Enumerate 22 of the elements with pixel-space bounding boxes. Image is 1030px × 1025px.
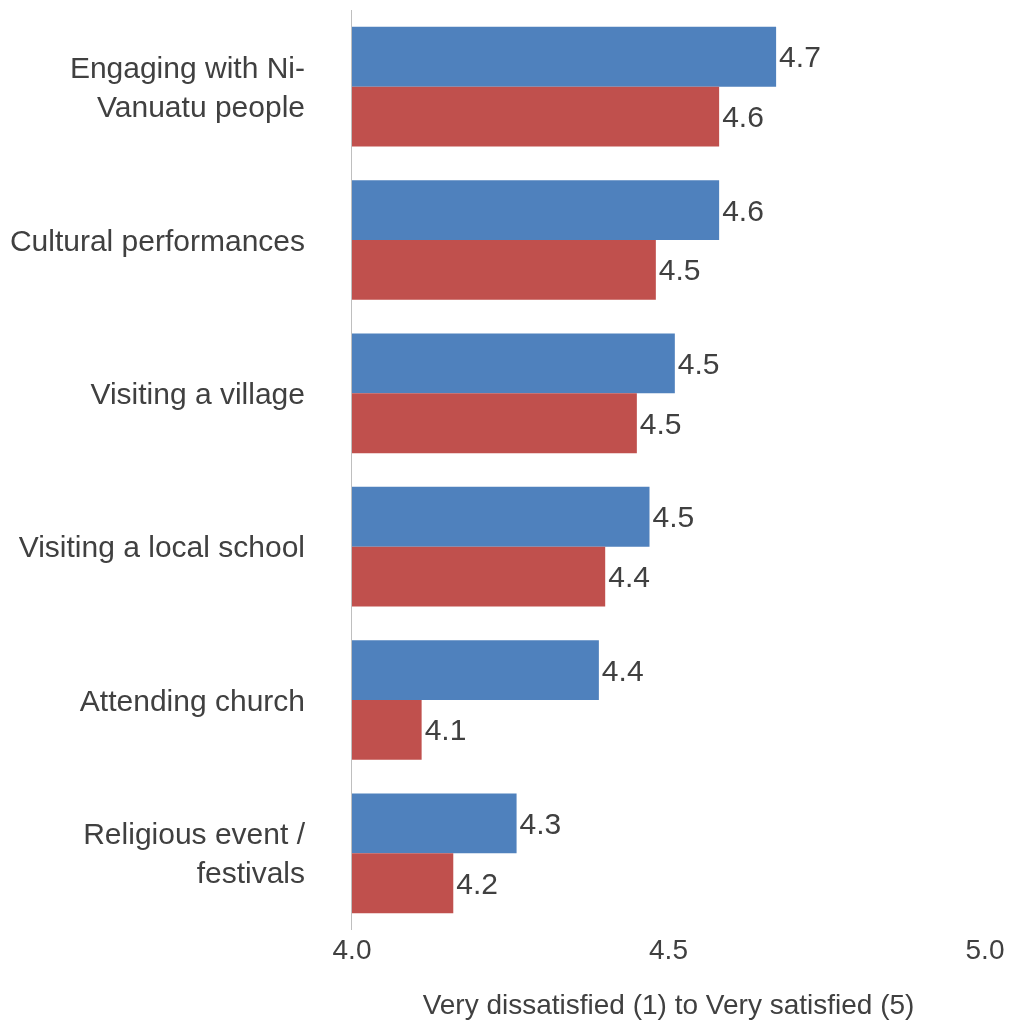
y-tick-label: Cultural performances: [9, 223, 305, 257]
x-tick-label: 4.0: [332, 934, 372, 965]
data-label: 4.5: [658, 253, 701, 287]
y-tick-label: Attending church: [79, 683, 305, 717]
data-label: 4.1: [424, 713, 467, 747]
data-label: 4.5: [652, 500, 695, 534]
data-label: 4.4: [608, 560, 650, 594]
x-tick-label: 5.0: [965, 934, 1005, 965]
y-tick-label: Visiting a local school: [18, 530, 305, 564]
data-label: 4.6: [722, 100, 764, 134]
data-label: 4.6: [722, 193, 764, 227]
y-tick-label: Visiting a village: [90, 376, 305, 410]
data-label: 4.3: [519, 806, 562, 840]
x-tick-label: 4.5: [649, 934, 688, 965]
data-label: 4.7: [779, 40, 821, 74]
data-label: 4.2: [456, 866, 498, 900]
data-label: 4.4: [601, 653, 644, 687]
data-label: 4.5: [677, 346, 720, 380]
x-axis-title: Very dissatisfied (1) to Very satisfied (5): [422, 989, 915, 1021]
y-tick-label: Religious event / festivals: [83, 817, 306, 890]
data-label: 4.5: [639, 406, 682, 440]
y-tick-label: Engaging with Ni-Vanuatu people: [69, 50, 305, 123]
